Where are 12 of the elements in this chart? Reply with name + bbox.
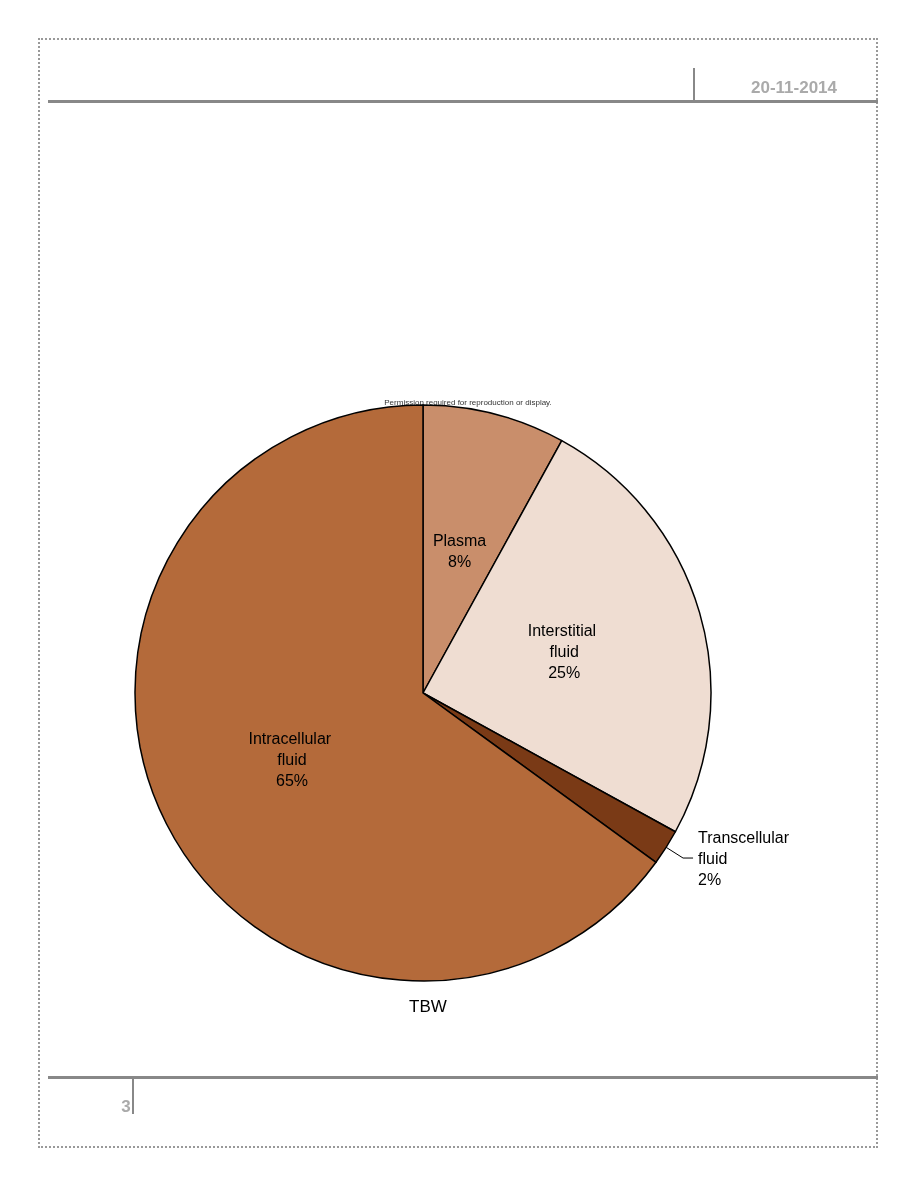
data-label: 25% xyxy=(548,664,581,682)
data-label: 8% xyxy=(447,552,472,570)
slice-label: Interstitial fluid xyxy=(527,622,601,661)
text: 20-11-2014 xyxy=(750,78,838,97)
data-label: 65% xyxy=(276,772,309,790)
data-label: 2% xyxy=(698,870,722,888)
slice-label: Transcellular fluid xyxy=(698,828,794,867)
text: Permission required for reproduction or display. xyxy=(384,397,552,407)
text: TBW xyxy=(409,997,447,1016)
slice-label: Plasma xyxy=(432,531,487,549)
slice-label: Intracellular fluid xyxy=(248,730,336,769)
text: 3 xyxy=(121,1097,131,1116)
